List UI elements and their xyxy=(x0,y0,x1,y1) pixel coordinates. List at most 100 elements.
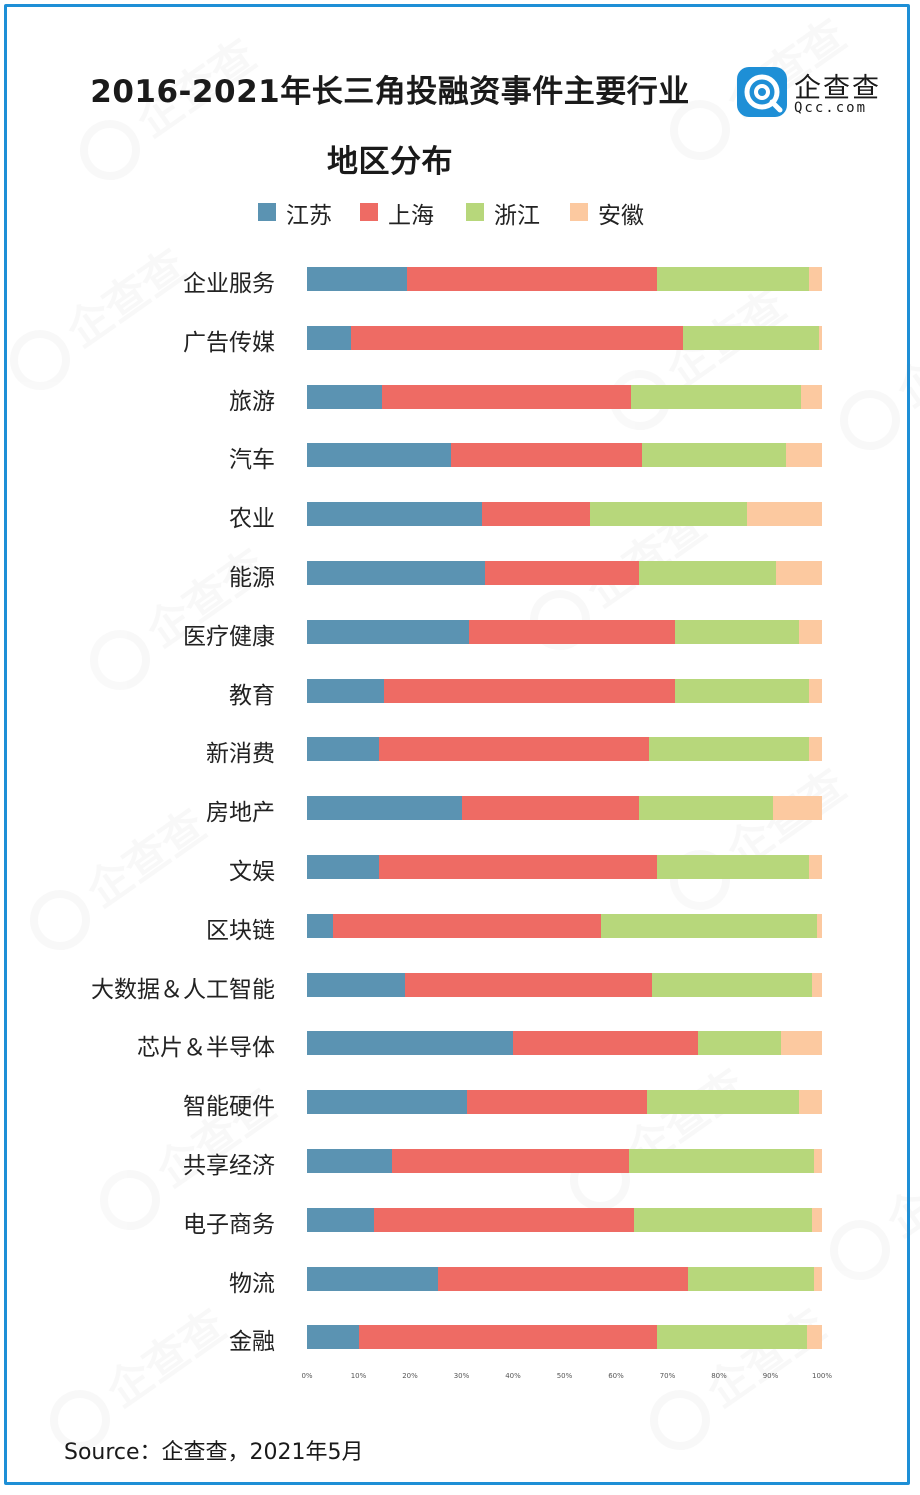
bar-segment xyxy=(809,267,822,291)
category-label: 金融 xyxy=(229,1329,275,1356)
bar-segment xyxy=(639,796,774,821)
bar-segment xyxy=(814,1149,822,1173)
category-label: 旅游 xyxy=(229,388,275,415)
bar-segment xyxy=(747,502,822,527)
bar-segment xyxy=(482,502,591,527)
bar-segment xyxy=(307,502,483,527)
bar-segment xyxy=(590,502,748,527)
bar-segment xyxy=(811,972,822,997)
bar-segment xyxy=(307,325,351,350)
category-label: 能源 xyxy=(229,565,275,591)
bar-segment xyxy=(466,1090,647,1115)
bar-segment xyxy=(649,737,810,762)
bar-segment xyxy=(657,1325,807,1350)
legend-swatch xyxy=(570,203,588,221)
bar-segment xyxy=(657,267,810,291)
bar-segment xyxy=(600,913,817,938)
legend-label: 上海 xyxy=(388,203,434,229)
category-label: 房地产 xyxy=(206,800,275,827)
bar-segment xyxy=(682,325,820,350)
x-tick-label: 60% xyxy=(608,1372,624,1380)
legend-swatch xyxy=(258,203,276,221)
bar-segment xyxy=(513,1031,699,1056)
watermark: 企查查 xyxy=(10,240,195,390)
bar-segment xyxy=(307,1031,513,1056)
bar-segment xyxy=(798,1090,822,1115)
bar-segment xyxy=(646,1090,799,1115)
logo-domain: Qcc.com xyxy=(794,100,868,116)
bar-segment xyxy=(657,855,810,879)
watermark: 企查查 xyxy=(840,300,920,450)
legend-label: 浙江 xyxy=(494,203,540,229)
legend-swatch xyxy=(466,203,484,221)
svg-text:企查查: 企查查 xyxy=(878,1130,920,1247)
bar-segment xyxy=(373,1207,634,1232)
bar-segment xyxy=(641,443,786,468)
bar-segment xyxy=(307,561,485,585)
bar-segment xyxy=(307,737,380,762)
qcc-logo-icon xyxy=(737,67,787,117)
category-label: 新消费 xyxy=(206,741,275,768)
x-tick-label: 50% xyxy=(556,1372,573,1380)
bar-segment xyxy=(809,678,822,703)
x-tick-label: 80% xyxy=(711,1372,727,1380)
watermark: 企查查 xyxy=(610,280,795,430)
category-label: 农业 xyxy=(229,506,275,533)
x-tick-label: 90% xyxy=(762,1372,779,1380)
bar-segment xyxy=(307,796,462,821)
logo-name: 企查查 xyxy=(794,73,881,104)
bar-segment xyxy=(404,972,653,997)
svg-text:企查查: 企查查 xyxy=(98,1300,235,1417)
bar-segment xyxy=(307,384,382,409)
svg-text:企查查: 企查查 xyxy=(698,1300,835,1417)
category-label: 智能硬件 xyxy=(183,1094,275,1121)
page-frame xyxy=(4,4,910,1485)
bar-segment xyxy=(484,561,640,585)
bar-segment xyxy=(307,443,452,468)
bar-segment xyxy=(798,619,822,644)
bar-segment xyxy=(350,325,683,350)
x-tick-label: 30% xyxy=(453,1372,470,1380)
bar-segment xyxy=(639,561,776,585)
bar-segment xyxy=(469,619,676,644)
x-tick-label: 100% xyxy=(811,1372,833,1380)
bar-segment xyxy=(652,972,812,997)
bar-segment xyxy=(358,1325,658,1350)
bar-segment xyxy=(775,561,822,585)
category-label: 教育 xyxy=(229,682,275,709)
category-label: 汽车 xyxy=(229,447,275,474)
svg-text:企查查: 企查查 xyxy=(888,300,920,417)
bar-segment xyxy=(407,267,658,291)
x-tick-label: 0% xyxy=(301,1372,313,1380)
bar-segment xyxy=(628,1149,815,1173)
bar-segment xyxy=(332,913,601,938)
svg-text:企查查: 企查查 xyxy=(78,800,215,917)
bar-segment xyxy=(384,678,676,703)
bar-segment xyxy=(809,737,822,762)
bar-segment xyxy=(438,1266,689,1291)
watermark: 企查查 xyxy=(570,1060,755,1210)
bar-segment xyxy=(698,1031,781,1056)
bar-segment xyxy=(307,619,470,644)
watermark: 企查查 xyxy=(830,1130,920,1280)
category-label: 大数据＆人工智能 xyxy=(91,976,275,1003)
watermark: 企查查 xyxy=(50,1300,235,1450)
bar-segment xyxy=(307,913,333,938)
bar-segment xyxy=(307,1266,439,1291)
bar-segment xyxy=(806,1325,822,1350)
bar-segment xyxy=(307,1149,392,1173)
bar-segment xyxy=(307,678,385,703)
x-tick-label: 10% xyxy=(350,1372,367,1380)
bar-segment xyxy=(307,1090,467,1115)
category-label: 广告传媒 xyxy=(183,329,275,356)
bar-segment xyxy=(814,1266,822,1291)
qcc-logo: 企查查 Qcc.com xyxy=(736,66,886,118)
source-note: Source：企查查，2021年5月 xyxy=(64,1440,364,1465)
category-label: 区块链 xyxy=(206,917,275,944)
bar-segment xyxy=(811,1207,822,1232)
bar-segment xyxy=(379,855,658,879)
category-label: 电子商务 xyxy=(183,1211,275,1238)
bar-segment xyxy=(773,796,822,821)
bar-segment xyxy=(801,384,822,409)
bar-segment xyxy=(780,1031,822,1056)
